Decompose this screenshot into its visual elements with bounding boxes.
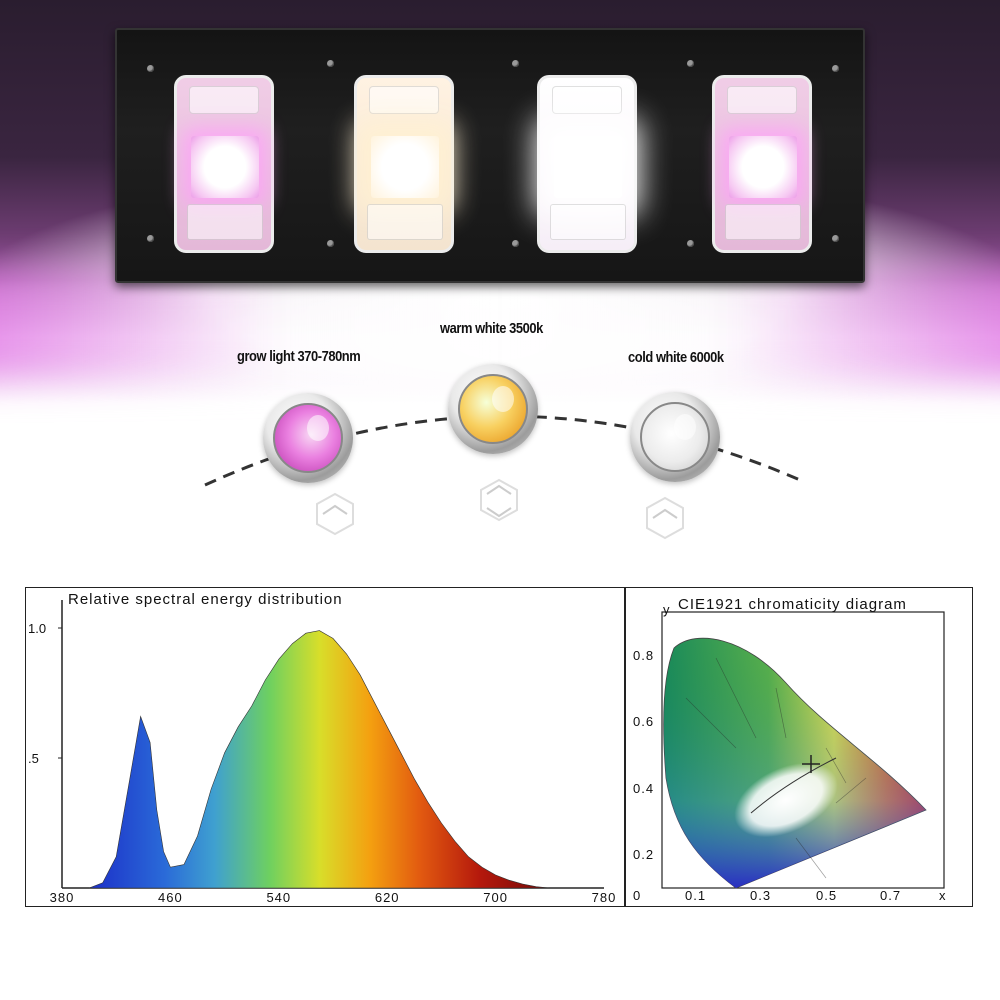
bulb-highlight — [492, 386, 514, 412]
cie-y-axis-label: y — [663, 602, 671, 617]
bulb-highlight — [307, 415, 329, 441]
hexagon-icon — [646, 496, 684, 540]
x-tick-label: 780 — [592, 890, 617, 905]
cie-y-tick: 0.4 — [633, 781, 655, 796]
led-chip-warm — [354, 75, 454, 253]
screw — [147, 235, 154, 242]
screw — [327, 240, 334, 247]
label-grow-light: grow light 370-780nm — [237, 348, 361, 365]
chip-driver — [189, 86, 259, 114]
x-tick-label: 540 — [266, 890, 291, 905]
screw — [832, 65, 839, 72]
cie-x-axis-label: x — [939, 888, 947, 903]
cie-x-tick: 0.5 — [816, 888, 838, 903]
led-emitter — [554, 136, 622, 198]
bulb-highlight — [674, 414, 696, 440]
screw — [687, 240, 694, 247]
cie-origin-label: 0 — [633, 888, 642, 903]
spectrum-chart: 380 460 540 620 700 780 .5 1.0 — [28, 600, 617, 905]
cie-y-tick: 0.2 — [633, 847, 655, 862]
led-chip-grow — [174, 75, 274, 253]
screw — [147, 65, 154, 72]
cie-diagram — [661, 611, 945, 889]
x-tick-label: 460 — [158, 890, 183, 905]
label-warm-white: warm white 3500k — [440, 320, 543, 337]
chip-driver — [369, 86, 439, 114]
chip-connector — [187, 204, 263, 240]
chip-connector — [550, 204, 626, 240]
chip-connector — [367, 204, 443, 240]
cie-plot-frame — [661, 611, 945, 889]
screw — [512, 240, 519, 247]
x-tick-label: 700 — [483, 890, 508, 905]
cie-x-tick: 0.1 — [685, 888, 707, 903]
screw — [512, 60, 519, 67]
cie-gamut-overlay — [663, 638, 926, 888]
screw — [687, 60, 694, 67]
bulb-lens — [640, 402, 710, 472]
label-cold-white: cold white 6000k — [628, 349, 724, 366]
light-glow — [0, 270, 1000, 380]
led-chip-cold — [537, 75, 637, 253]
led-emitter — [371, 136, 439, 198]
y-tick-label: 1.0 — [28, 621, 46, 636]
cie-white-region — [734, 762, 838, 838]
bulb-lens — [458, 374, 528, 444]
hexagon-icon — [480, 478, 518, 522]
spectrum-series — [88, 630, 591, 889]
hexagon-icon — [316, 492, 354, 536]
cie-x-tick: 0.3 — [750, 888, 772, 903]
chip-driver — [727, 86, 797, 114]
bulb-lens — [273, 403, 343, 473]
cie-diagram-panel: CIE1921 chromaticity diagram — [625, 587, 973, 907]
led-emitter — [191, 136, 259, 198]
bulb-warm-white — [448, 364, 538, 454]
x-tick-label: 620 — [375, 890, 400, 905]
cie-diagram-title: CIE1921 chromaticity diagram — [678, 596, 907, 613]
cie-y-tick: 0.8 — [633, 648, 655, 663]
bulb-grow-light — [263, 393, 353, 483]
led-chip-grow — [712, 75, 812, 253]
spectrum-chart-panel: Relative spectral energy distribution 38… — [25, 587, 625, 907]
led-fixture — [115, 28, 865, 283]
cie-y-tick: 0.6 — [633, 714, 655, 729]
spectrum-chart-title: Relative spectral energy distribution — [68, 591, 343, 608]
y-tick-label: .5 — [28, 751, 39, 766]
chip-driver — [552, 86, 622, 114]
chip-connector — [725, 204, 801, 240]
planckian-locus — [750, 757, 837, 814]
cie-region-lines — [685, 657, 867, 879]
product-photo: grow light 370-780nm warm white 3500k co… — [0, 0, 1000, 560]
bulb-cold-white — [630, 392, 720, 482]
x-tick-label: 380 — [50, 890, 75, 905]
screw — [327, 60, 334, 67]
cie-x-tick: 0.7 — [880, 888, 902, 903]
screw — [832, 235, 839, 242]
led-emitter — [729, 136, 797, 198]
